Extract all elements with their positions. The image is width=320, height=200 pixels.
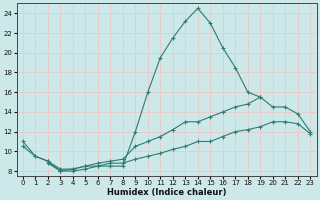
X-axis label: Humidex (Indice chaleur): Humidex (Indice chaleur): [107, 188, 226, 197]
